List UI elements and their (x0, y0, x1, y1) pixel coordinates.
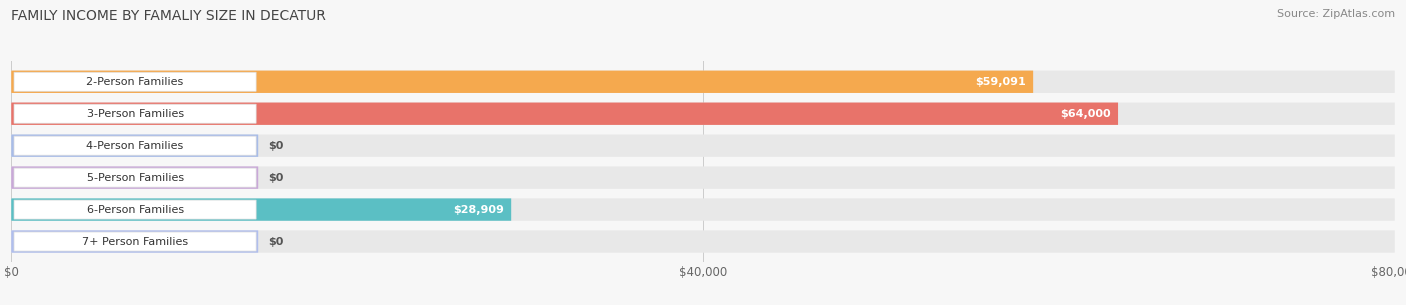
FancyBboxPatch shape (14, 136, 256, 155)
Text: $0: $0 (269, 173, 283, 183)
Text: $0: $0 (269, 141, 283, 151)
FancyBboxPatch shape (11, 230, 1395, 253)
FancyBboxPatch shape (11, 167, 1395, 189)
FancyBboxPatch shape (11, 230, 259, 253)
Text: $64,000: $64,000 (1060, 109, 1111, 119)
FancyBboxPatch shape (11, 198, 512, 221)
Text: $28,909: $28,909 (453, 205, 505, 215)
Text: FAMILY INCOME BY FAMALIY SIZE IN DECATUR: FAMILY INCOME BY FAMALIY SIZE IN DECATUR (11, 9, 326, 23)
FancyBboxPatch shape (14, 232, 256, 251)
FancyBboxPatch shape (11, 70, 1033, 93)
FancyBboxPatch shape (11, 135, 1395, 157)
FancyBboxPatch shape (11, 135, 259, 157)
Text: 5-Person Families: 5-Person Families (87, 173, 184, 183)
FancyBboxPatch shape (11, 70, 1395, 93)
FancyBboxPatch shape (14, 72, 256, 91)
Text: $59,091: $59,091 (976, 77, 1026, 87)
Text: Source: ZipAtlas.com: Source: ZipAtlas.com (1277, 9, 1395, 19)
FancyBboxPatch shape (14, 168, 256, 187)
FancyBboxPatch shape (11, 102, 1118, 125)
FancyBboxPatch shape (11, 102, 1395, 125)
Text: 3-Person Families: 3-Person Families (87, 109, 184, 119)
Text: 4-Person Families: 4-Person Families (86, 141, 184, 151)
Text: 7+ Person Families: 7+ Person Families (82, 237, 188, 246)
FancyBboxPatch shape (11, 167, 259, 189)
Text: 6-Person Families: 6-Person Families (87, 205, 184, 215)
FancyBboxPatch shape (14, 200, 256, 219)
Text: 2-Person Families: 2-Person Families (86, 77, 184, 87)
FancyBboxPatch shape (11, 198, 1395, 221)
Text: $0: $0 (269, 237, 283, 246)
FancyBboxPatch shape (14, 104, 256, 123)
